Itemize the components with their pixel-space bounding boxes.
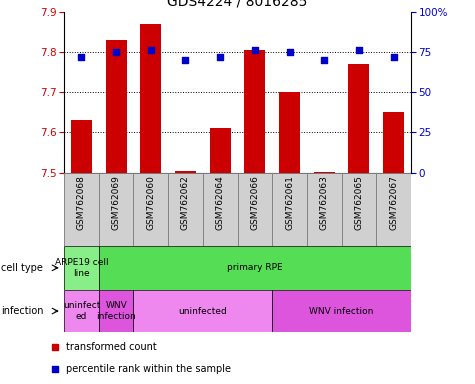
- Text: uninfected: uninfected: [179, 306, 227, 316]
- Bar: [314, 172, 334, 173]
- Point: [51, 344, 59, 350]
- Bar: [99, 173, 133, 246]
- Text: GSM762068: GSM762068: [77, 175, 86, 230]
- Bar: [133, 173, 168, 246]
- Point: [217, 54, 224, 60]
- Bar: [203, 173, 238, 246]
- Bar: [168, 173, 203, 246]
- Text: percentile rank within the sample: percentile rank within the sample: [66, 364, 231, 374]
- Point: [51, 366, 59, 372]
- Bar: [238, 173, 272, 246]
- Bar: [133, 290, 272, 332]
- Point: [251, 47, 259, 53]
- Text: WNV infection: WNV infection: [309, 306, 374, 316]
- Bar: [64, 246, 99, 290]
- Point: [286, 49, 294, 55]
- Text: GSM762066: GSM762066: [250, 175, 259, 230]
- Text: GSM762069: GSM762069: [112, 175, 121, 230]
- Point: [147, 47, 155, 53]
- Text: WNV
infection: WNV infection: [96, 301, 136, 321]
- Bar: [210, 129, 230, 173]
- Text: cell type: cell type: [1, 263, 43, 273]
- Point: [320, 57, 328, 63]
- Bar: [349, 64, 369, 173]
- Bar: [245, 50, 265, 173]
- Bar: [383, 113, 404, 173]
- Point: [181, 57, 189, 63]
- Bar: [342, 173, 376, 246]
- Point: [113, 49, 120, 55]
- Text: GSM762067: GSM762067: [389, 175, 398, 230]
- Title: GDS4224 / 8016285: GDS4224 / 8016285: [167, 0, 308, 9]
- Text: GSM762062: GSM762062: [181, 175, 190, 230]
- Bar: [272, 290, 411, 332]
- Text: GSM762060: GSM762060: [146, 175, 155, 230]
- Bar: [307, 173, 342, 246]
- Text: GSM762064: GSM762064: [216, 175, 225, 230]
- Point: [390, 54, 397, 60]
- Bar: [376, 173, 411, 246]
- Text: primary RPE: primary RPE: [227, 263, 283, 272]
- Bar: [279, 92, 300, 173]
- Bar: [64, 173, 99, 246]
- Text: GSM762065: GSM762065: [354, 175, 363, 230]
- Bar: [175, 171, 196, 173]
- Bar: [272, 173, 307, 246]
- Text: transformed count: transformed count: [66, 342, 157, 352]
- Text: ARPE19 cell
line: ARPE19 cell line: [55, 258, 108, 278]
- Text: infection: infection: [1, 306, 43, 316]
- Bar: [141, 24, 161, 173]
- Text: uninfect
ed: uninfect ed: [63, 301, 100, 321]
- Text: GSM762063: GSM762063: [320, 175, 329, 230]
- Bar: [71, 121, 92, 173]
- Point: [78, 54, 86, 60]
- Text: GSM762061: GSM762061: [285, 175, 294, 230]
- Bar: [106, 40, 126, 173]
- Point: [355, 47, 363, 53]
- Bar: [99, 290, 133, 332]
- Bar: [64, 290, 99, 332]
